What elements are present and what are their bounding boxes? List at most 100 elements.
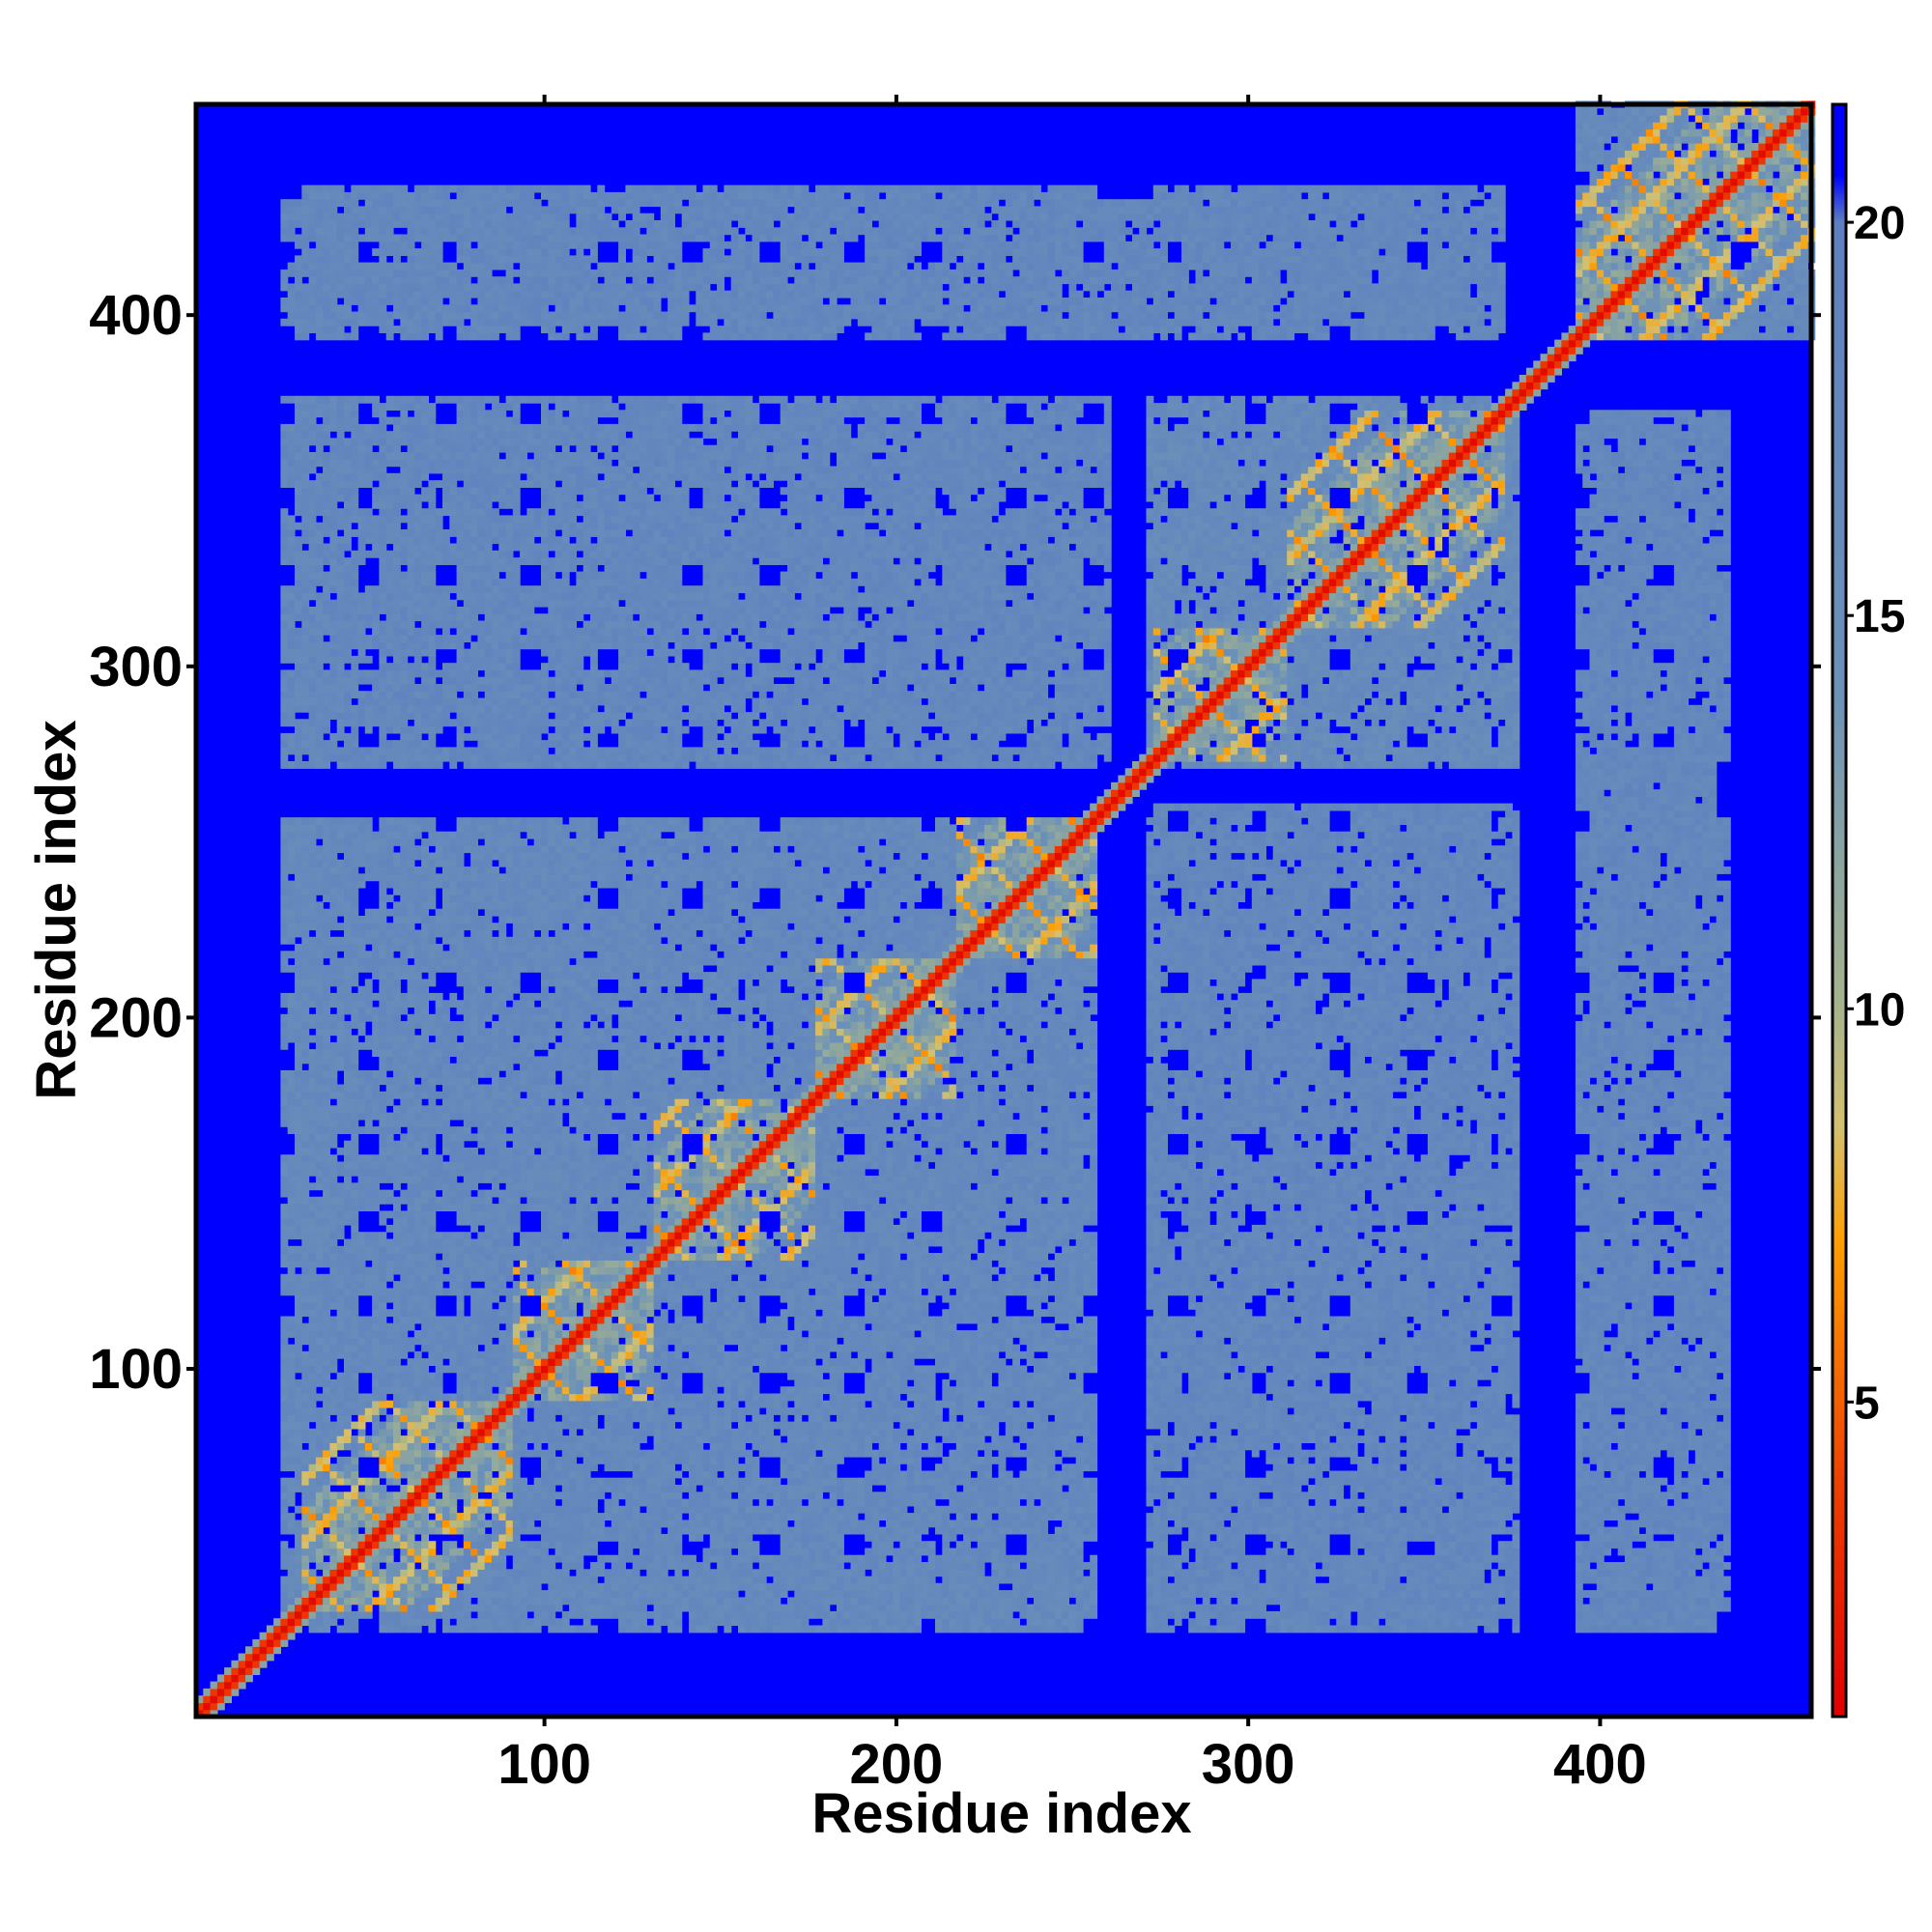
heatmap-cell bbox=[435, 1554, 443, 1563]
heatmap-cell bbox=[385, 1224, 394, 1233]
heatmap-cell bbox=[364, 1597, 373, 1605]
heatmap-cell bbox=[435, 1414, 443, 1423]
heatmap-cell bbox=[421, 472, 429, 481]
heatmap-cell bbox=[428, 873, 437, 882]
heatmap-cell bbox=[301, 725, 310, 734]
heatmap-cell bbox=[400, 1266, 409, 1275]
heatmap-cell bbox=[421, 227, 429, 236]
heatmap-cell bbox=[351, 1056, 359, 1065]
heatmap-cell bbox=[364, 845, 373, 854]
heatmap-cell bbox=[407, 206, 415, 214]
heatmap-cell bbox=[379, 1421, 387, 1430]
heatmap-cell bbox=[428, 719, 437, 727]
heatmap-cell bbox=[357, 1126, 366, 1134]
heatmap-cell bbox=[435, 1161, 443, 1170]
heatmap-cell bbox=[357, 1288, 366, 1296]
heatmap-cell bbox=[379, 1625, 387, 1634]
heatmap-cell bbox=[364, 951, 373, 959]
heatmap-cell bbox=[456, 332, 465, 341]
heatmap-cell bbox=[351, 529, 359, 537]
heatmap-cell bbox=[308, 1260, 317, 1268]
heatmap-cell bbox=[308, 676, 317, 685]
heatmap-cell bbox=[470, 704, 478, 713]
heatmap-cell bbox=[357, 1520, 366, 1528]
heatmap-cell bbox=[428, 1189, 437, 1198]
heatmap-cell bbox=[407, 1309, 415, 1318]
heatmap-cell bbox=[344, 1569, 352, 1577]
heatmap-cell bbox=[413, 1492, 422, 1500]
heatmap-cell bbox=[456, 550, 465, 558]
heatmap-cell bbox=[393, 1084, 401, 1093]
heatmap-cell bbox=[301, 684, 310, 692]
heatmap-cell bbox=[315, 1358, 324, 1366]
heatmap-cell bbox=[393, 550, 401, 558]
heatmap-cell bbox=[393, 1154, 401, 1163]
heatmap-cell bbox=[413, 1365, 422, 1374]
heatmap-cell bbox=[449, 887, 458, 895]
heatmap-cell bbox=[428, 1548, 437, 1556]
heatmap-cell bbox=[413, 887, 422, 895]
heatmap-cell bbox=[344, 508, 352, 517]
heatmap-cell bbox=[393, 1049, 401, 1057]
heatmap-cell bbox=[477, 1513, 486, 1520]
heatmap-cell bbox=[477, 1013, 486, 1022]
heatmap-cell bbox=[456, 719, 465, 727]
heatmap-cell bbox=[357, 1562, 366, 1570]
heatmap-cell bbox=[477, 1056, 486, 1065]
heatmap-cell bbox=[344, 1217, 352, 1226]
heatmap-cell bbox=[463, 1625, 471, 1634]
heatmap-cell bbox=[435, 1393, 443, 1402]
heatmap-cell bbox=[428, 550, 437, 558]
heatmap-cell bbox=[484, 1350, 493, 1359]
heatmap-cell bbox=[280, 923, 289, 931]
heatmap-cell bbox=[336, 1330, 345, 1338]
heatmap-cell bbox=[357, 1112, 366, 1121]
heatmap-cell bbox=[323, 972, 330, 980]
heatmap-cell bbox=[442, 1330, 450, 1338]
heatmap-cell bbox=[421, 438, 429, 446]
heatmap-cell bbox=[364, 1119, 373, 1127]
heatmap-cell bbox=[400, 936, 409, 945]
heatmap-cell bbox=[280, 1597, 289, 1605]
heatmap-cell bbox=[336, 1533, 345, 1542]
heatmap-cell bbox=[295, 1063, 302, 1071]
heatmap-cell bbox=[456, 873, 465, 882]
heatmap-cell bbox=[231, 1660, 240, 1668]
heatmap-cell bbox=[287, 311, 296, 320]
heatmap-cell bbox=[477, 395, 486, 404]
heatmap-cell bbox=[477, 1322, 486, 1331]
heatmap-cell bbox=[449, 704, 458, 713]
heatmap-cell bbox=[442, 1407, 450, 1415]
heatmap-cell bbox=[351, 213, 359, 221]
heatmap-cell bbox=[301, 1281, 310, 1289]
heatmap-cell bbox=[379, 1273, 387, 1282]
heatmap-cell bbox=[336, 199, 345, 208]
heatmap-cell bbox=[393, 1505, 401, 1514]
heatmap-cell bbox=[449, 669, 458, 678]
heatmap-cell bbox=[308, 1077, 317, 1086]
heatmap-cell bbox=[379, 1597, 387, 1605]
heatmap-cell bbox=[477, 697, 486, 706]
heatmap-cell bbox=[351, 613, 359, 622]
heatmap-cell bbox=[470, 873, 478, 882]
heatmap-cell bbox=[463, 951, 471, 959]
heatmap-cell bbox=[351, 1161, 359, 1170]
heatmap-cell bbox=[442, 508, 450, 517]
heatmap-cell bbox=[393, 859, 401, 867]
heatmap-cell bbox=[336, 1610, 345, 1619]
heatmap-cell bbox=[238, 1667, 246, 1675]
heatmap-cell bbox=[323, 704, 330, 713]
heatmap-cell bbox=[308, 1281, 317, 1289]
heatmap-cell bbox=[364, 1105, 373, 1114]
heatmap-cell bbox=[421, 923, 429, 931]
heatmap-cell bbox=[308, 543, 317, 552]
heatmap-cell bbox=[295, 487, 302, 496]
heatmap-cell bbox=[344, 985, 352, 994]
heatmap-cell bbox=[428, 1378, 437, 1387]
heatmap-cell bbox=[344, 1526, 352, 1535]
heatmap-cell bbox=[336, 908, 345, 917]
heatmap-cell bbox=[470, 431, 478, 440]
heatmap-cell bbox=[407, 831, 415, 839]
heatmap-cell bbox=[351, 494, 359, 502]
heatmap-cell bbox=[308, 824, 317, 833]
